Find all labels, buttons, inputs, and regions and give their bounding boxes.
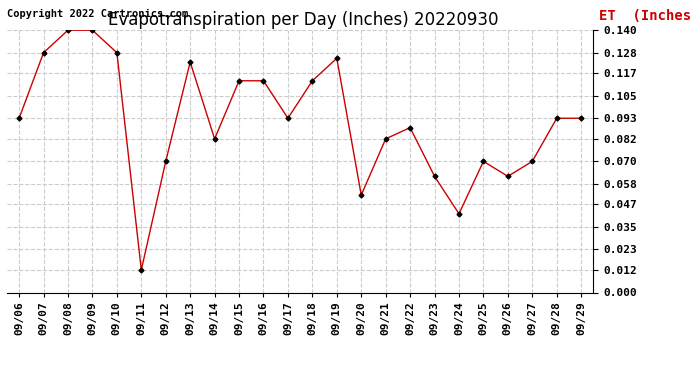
Text: Evapotranspiration per Day (Inches) 20220930: Evapotranspiration per Day (Inches) 2022…: [108, 11, 499, 29]
Text: ET  (Inches): ET (Inches): [599, 9, 690, 23]
Text: Copyright 2022 Cartronics.com: Copyright 2022 Cartronics.com: [7, 9, 188, 19]
